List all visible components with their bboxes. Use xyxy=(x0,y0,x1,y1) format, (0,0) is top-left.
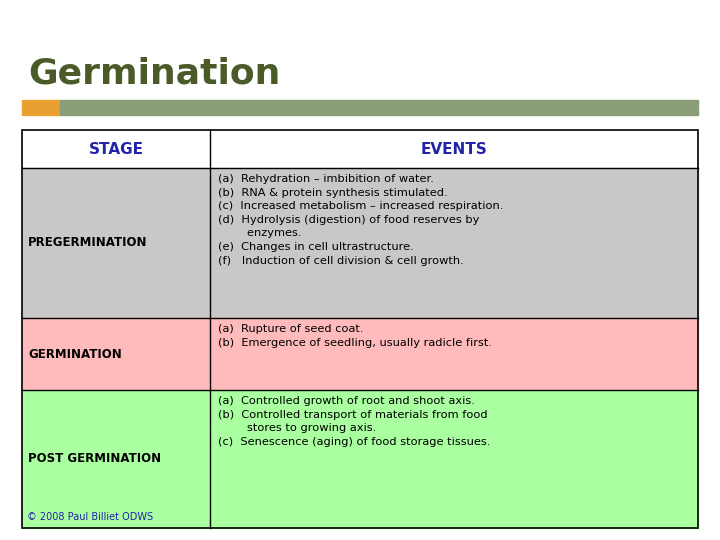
Bar xyxy=(22,168,698,318)
Text: EVENTS: EVENTS xyxy=(420,141,487,157)
Bar xyxy=(22,130,698,528)
Text: PREGERMINATION: PREGERMINATION xyxy=(28,237,148,249)
Text: Germination: Germination xyxy=(28,56,280,90)
Bar xyxy=(22,318,698,390)
Text: (a)  Rupture of seed coat.
(b)  Emergence of seedling, usually radicle first.: (a) Rupture of seed coat. (b) Emergence … xyxy=(218,324,492,348)
Text: POST GERMINATION: POST GERMINATION xyxy=(28,453,161,465)
Text: (a)  Rehydration – imbibition of water.
(b)  RNA & protein synthesis stimulated.: (a) Rehydration – imbibition of water. (… xyxy=(218,174,503,266)
Text: (a)  Controlled growth of root and shoot axis.
(b)  Controlled transport of mate: (a) Controlled growth of root and shoot … xyxy=(218,396,490,447)
Text: © 2008 Paul Billiet ODWS: © 2008 Paul Billiet ODWS xyxy=(27,512,153,522)
Bar xyxy=(22,390,698,528)
Bar xyxy=(60,100,698,115)
Text: GERMINATION: GERMINATION xyxy=(28,348,122,361)
Text: STAGE: STAGE xyxy=(89,141,143,157)
Bar xyxy=(22,100,60,115)
Bar xyxy=(22,130,698,168)
